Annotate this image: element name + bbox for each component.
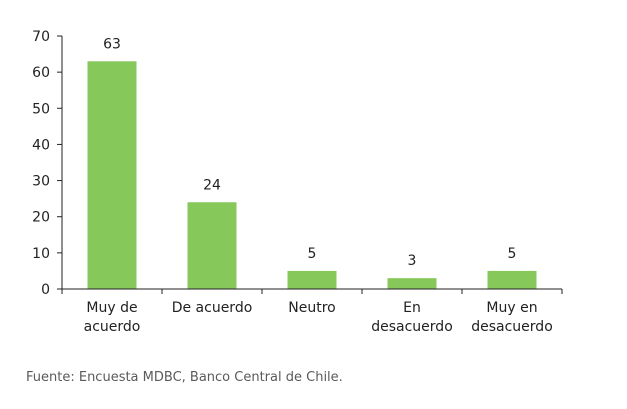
y-tick-label-50: 50 [32,101,50,117]
bars-group [87,61,537,289]
bar-2 [187,202,237,289]
bar-5 [487,270,537,289]
bar-value-label-2: 24 [203,177,221,193]
y-ticks-group: 0 10 20 30 40 50 60 70 [32,29,62,298]
bar-value-label-1: 63 [103,36,121,52]
y-tick-label-30: 30 [32,174,50,190]
bar-3 [287,270,337,289]
value-labels-group: 63 24 5 3 5 [103,36,516,269]
x-tick-label-1: Muy de acuerdo [84,300,141,335]
x-tick-label-4: En desacuerdo [371,300,453,335]
x-tick-label-3: Neutro [288,300,335,316]
y-tick-label-10: 10 [32,246,50,262]
x-tick-label-5: Muy en desacuerdo [471,300,553,335]
y-tick-label-20: 20 [32,210,50,226]
bar-4 [387,278,437,289]
source-note: Fuente: Encuesta MDBC, Banco Central de … [26,370,343,385]
y-tick-label-40: 40 [32,137,50,153]
bar-value-label-4: 3 [408,253,417,269]
y-tick-label-70: 70 [32,29,50,45]
y-tick-label-60: 60 [32,65,50,81]
x-tick-label-2: De acuerdo [172,300,253,316]
bar-value-label-3: 5 [308,246,317,262]
bar-1 [87,61,137,289]
y-tick-label-0: 0 [41,282,50,298]
x-ticks-group: Muy de acuerdo De acuerdo Neutro En desacuerd… [84,300,553,335]
bar-value-label-5: 5 [508,246,517,262]
axes-group [61,36,563,294]
